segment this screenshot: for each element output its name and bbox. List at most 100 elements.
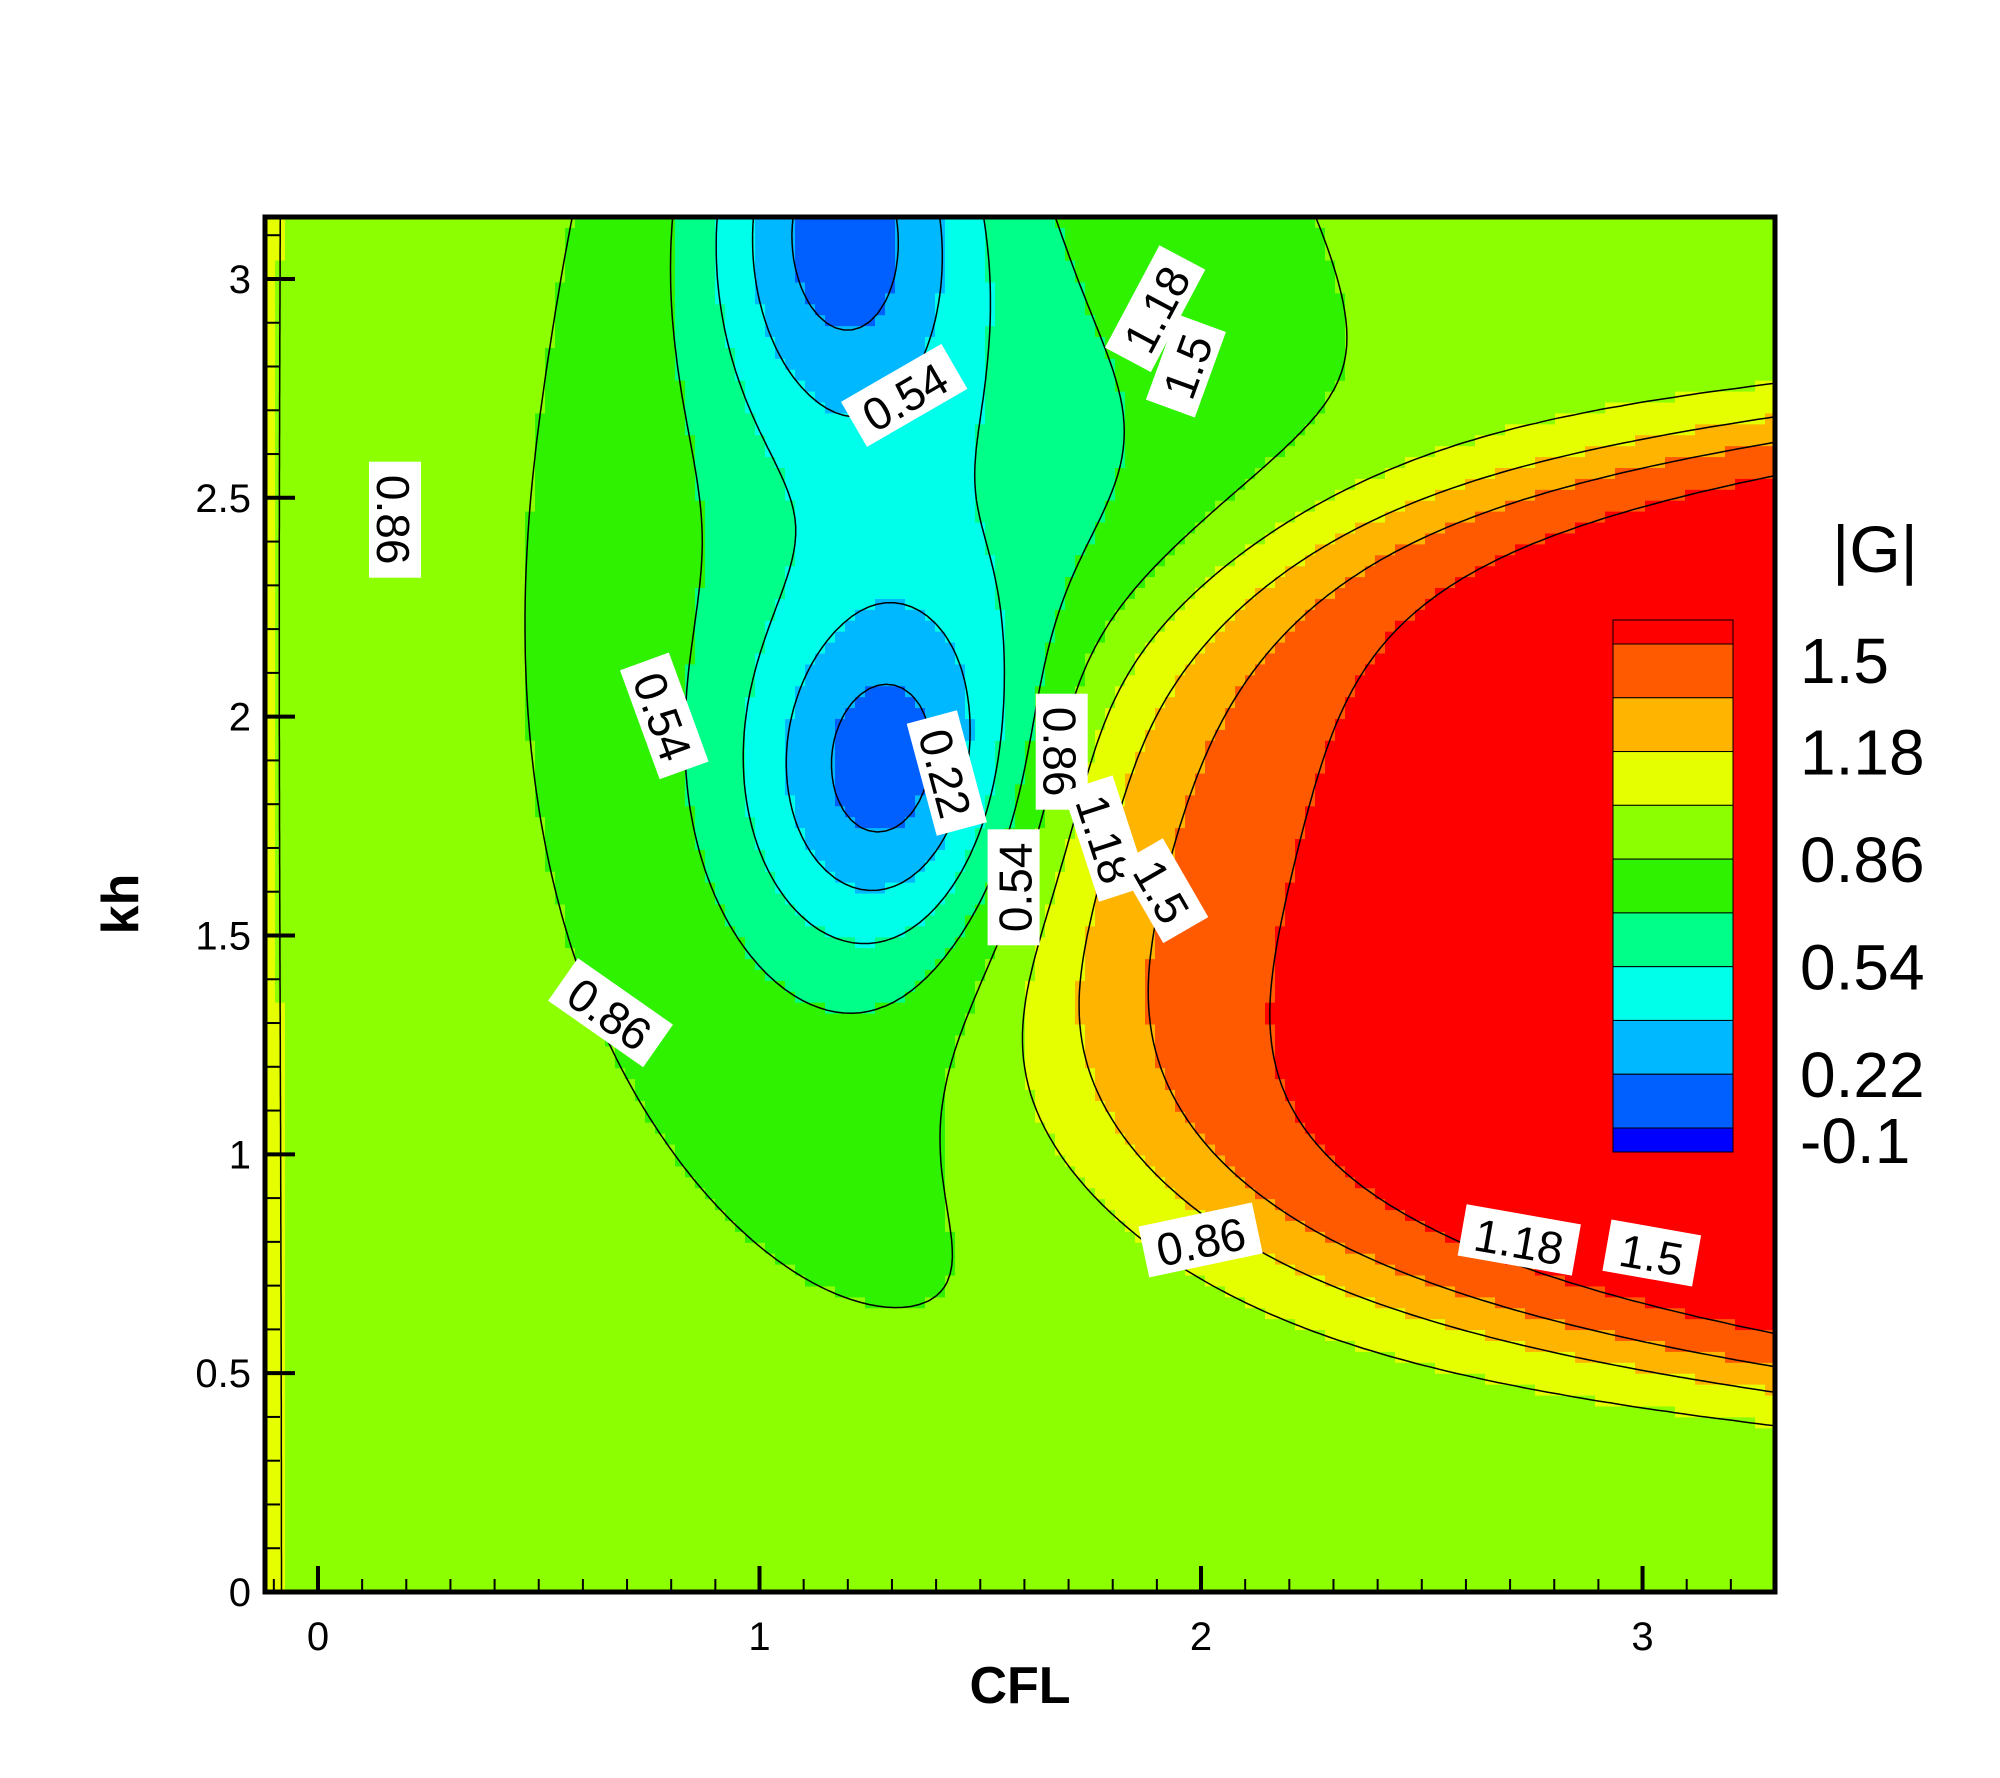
field-cell [675, 217, 686, 229]
field-cell [495, 217, 506, 229]
field-cell [835, 522, 846, 535]
field-cell [605, 566, 616, 578]
field-cell [1515, 315, 1526, 327]
field-cell [1095, 358, 1106, 371]
field-cell [1625, 347, 1636, 360]
field-cell [1425, 435, 1436, 447]
field-cell [1315, 293, 1326, 305]
field-cell [655, 467, 666, 480]
field-cell [1505, 315, 1516, 327]
field-cell [1405, 391, 1416, 404]
field-cell [785, 435, 796, 447]
field-cell [1305, 435, 1316, 447]
field-cell [285, 293, 296, 305]
field-cell [925, 282, 936, 295]
field-cell [315, 457, 326, 469]
field-cell [805, 555, 816, 567]
field-cell [1405, 315, 1416, 327]
field-cell [1615, 304, 1626, 316]
field-cell [1445, 271, 1456, 284]
field-cell [1505, 304, 1516, 316]
field-cell [815, 478, 826, 491]
field-cell [1605, 326, 1616, 338]
field-cell [975, 402, 986, 415]
field-cell [1215, 446, 1226, 458]
field-cell [465, 489, 476, 502]
field-cell [1295, 533, 1306, 546]
field-cell [415, 424, 426, 436]
field-cell [515, 555, 526, 567]
field-cell [475, 227, 486, 240]
field-cell [815, 424, 826, 436]
field-cell [1295, 478, 1306, 491]
field-cell [1105, 271, 1116, 284]
field-cell [325, 369, 336, 382]
field-cell [535, 260, 546, 273]
field-cell [285, 566, 296, 578]
field-cell [1025, 555, 1036, 567]
field-cell [285, 555, 296, 567]
field-cell [1095, 500, 1106, 513]
field-cell [1395, 293, 1406, 305]
field-cell [505, 402, 516, 415]
field-cell [1395, 457, 1406, 469]
field-cell [1305, 467, 1316, 480]
field-cell [945, 217, 956, 229]
field-cell [1265, 369, 1276, 382]
field-cell [1115, 489, 1126, 502]
field-cell [1255, 467, 1266, 480]
contour-field [265, 217, 1775, 1592]
field-cell [465, 217, 476, 229]
field-cell [1765, 522, 1775, 535]
field-cell [1255, 369, 1266, 382]
field-cell [1365, 337, 1376, 349]
field-cell [1695, 402, 1706, 415]
field-cell [1065, 260, 1076, 273]
field-cell [1495, 217, 1506, 229]
field-cell [565, 413, 576, 426]
field-cell [1195, 511, 1206, 524]
field-cell [1565, 260, 1576, 273]
field-cell [795, 467, 806, 480]
field-cell [1005, 511, 1016, 524]
field-cell [1105, 555, 1116, 567]
field-cell [625, 347, 636, 360]
field-cell [785, 446, 796, 458]
field-cell [735, 424, 746, 436]
field-cell [515, 457, 526, 469]
field-cell [1595, 544, 1606, 556]
field-cell [575, 238, 586, 251]
field-cell [745, 369, 756, 382]
field-cell [525, 238, 536, 251]
field-cell [1245, 347, 1256, 360]
field-cell [585, 347, 596, 360]
field-cell [555, 478, 566, 491]
field-cell [1635, 391, 1646, 404]
field-cell [775, 304, 786, 316]
field-cell [1005, 271, 1016, 284]
field-cell [1535, 326, 1546, 338]
field-cell [1585, 380, 1596, 393]
field-cell [1225, 337, 1236, 349]
field-cell [365, 337, 376, 349]
field-cell [915, 249, 926, 262]
field-cell [615, 260, 626, 273]
field-cell [405, 260, 416, 273]
field-cell [1015, 380, 1026, 393]
field-cell [765, 522, 776, 535]
field-cell [715, 467, 726, 480]
field-cell [855, 227, 866, 240]
field-cell [705, 457, 716, 469]
field-cell [1455, 369, 1466, 382]
field-cell [1715, 566, 1726, 578]
field-cell [785, 326, 796, 338]
field-cell [415, 217, 426, 229]
field-cell [1055, 391, 1066, 404]
field-cell [1275, 435, 1286, 447]
field-cell [1305, 457, 1316, 469]
field-cell [345, 380, 356, 393]
field-cell [1045, 555, 1056, 567]
field-cell [1555, 380, 1566, 393]
field-cell [1385, 435, 1396, 447]
field-cell [275, 555, 286, 567]
